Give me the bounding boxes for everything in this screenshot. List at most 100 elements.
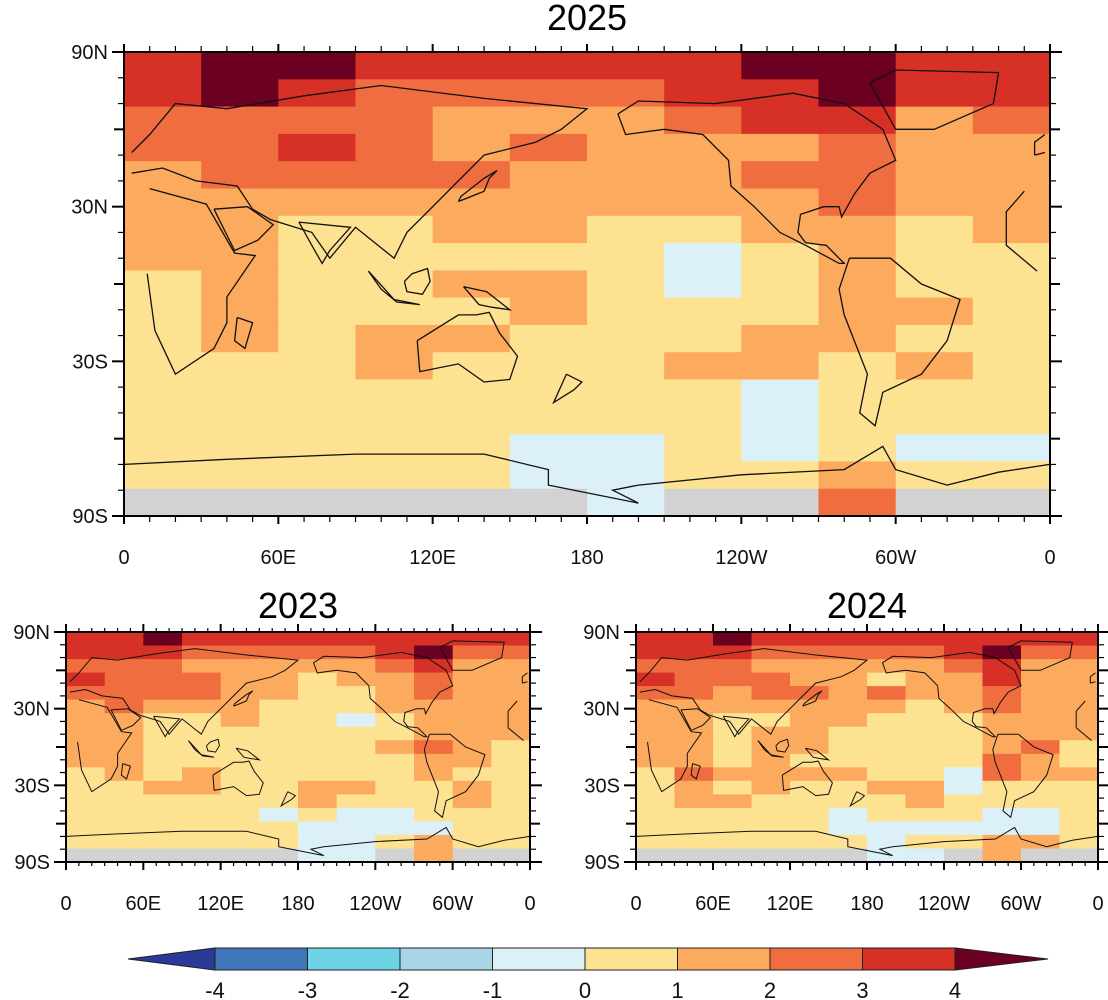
coastline: [233, 690, 254, 707]
grid-cell: [944, 794, 984, 809]
grid-cell: [828, 740, 868, 755]
grid-cell: [452, 632, 492, 647]
grid-cell: [104, 632, 144, 647]
grid-cell: [895, 461, 974, 490]
grid-cell: [982, 672, 1022, 687]
grid-cell: [432, 133, 511, 162]
grid-cell: [751, 767, 791, 782]
grid-cell: [1059, 767, 1099, 782]
grid-cell: [124, 461, 202, 490]
grid-cell: [414, 713, 454, 728]
grid-cell: [895, 133, 974, 162]
coastline: [77, 699, 524, 793]
grid-cell: [636, 740, 676, 755]
grid-cell: [1059, 713, 1099, 728]
grid-cell: [972, 379, 1051, 408]
x-tick-label: 0: [1092, 893, 1103, 915]
colorbar-segment: [584, 947, 678, 971]
grid-cell: [452, 740, 492, 755]
grid-cell: [201, 188, 279, 217]
grid-cell: [375, 794, 415, 809]
y-tick-label: 90N: [13, 622, 50, 644]
grid-cell: [972, 352, 1051, 381]
grid-cell: [664, 215, 742, 244]
colorbar-segment: [769, 947, 863, 971]
grid-cell: [664, 133, 742, 162]
grid-cell: [1021, 659, 1061, 674]
grid-cell: [104, 807, 144, 822]
grid-cell: [336, 767, 376, 782]
grid-cell: [414, 807, 454, 822]
grid-cell: [124, 188, 202, 217]
grid-cell: [66, 834, 106, 849]
grid-cell: [375, 672, 415, 687]
grid-cell: [664, 434, 742, 462]
grid-cell: [355, 52, 434, 80]
grid-cell: [491, 713, 531, 728]
coastline: [206, 738, 220, 753]
grid-cell: [790, 632, 830, 647]
grid-cell: [664, 297, 742, 326]
x-tick-label: 0: [630, 893, 641, 915]
grid-cell: [355, 188, 434, 217]
grid-cell: [375, 821, 415, 836]
grid-cell: [818, 379, 897, 408]
grid-cell: [972, 215, 1051, 244]
grid-cell: [818, 133, 897, 162]
coastline: [617, 92, 897, 265]
grid-cell: [355, 79, 434, 108]
grid-cell: [66, 807, 106, 822]
grid-cell: [741, 324, 820, 353]
grid-cell: [452, 834, 492, 849]
grid-cell: [818, 106, 897, 135]
coastline: [313, 651, 454, 738]
grid-cell: [298, 645, 338, 660]
grid-cell: [143, 834, 183, 849]
grid-cell: [751, 780, 791, 795]
grid-cell: [452, 699, 492, 714]
grid-cell: [509, 106, 588, 135]
grid-cell: [741, 352, 820, 381]
grid-cell: [828, 699, 868, 714]
grid-cell: [587, 243, 665, 271]
grid-cell: [818, 406, 897, 435]
grid-cell: [432, 79, 511, 108]
grid-cell: [298, 780, 338, 795]
grid-cell: [741, 243, 820, 271]
grid-cell: [220, 780, 260, 795]
grid-cell: [259, 780, 299, 795]
grid-cell: [182, 713, 222, 728]
colorbar-tick-label: 1: [671, 978, 683, 1000]
coastline: [416, 311, 519, 383]
grid-cell: [124, 215, 202, 244]
grid-cell: [104, 834, 144, 849]
grid-cell: [278, 52, 357, 80]
grid-cell: [336, 672, 376, 687]
grid-cell: [867, 834, 907, 849]
grid-cell: [66, 753, 106, 768]
grid-cell: [509, 133, 588, 162]
grid-cell: [636, 632, 676, 647]
x-tick-label: 60E: [126, 893, 162, 915]
coastline: [1007, 640, 1073, 671]
grid-cell: [895, 161, 974, 190]
grid-cell: [674, 686, 714, 701]
grid-cell: [1059, 659, 1099, 674]
grid-cell: [104, 740, 144, 755]
grid-cell: [1059, 807, 1099, 822]
grid-cell: [201, 106, 279, 135]
grid-cell: [674, 848, 714, 863]
grid-cell: [259, 659, 299, 674]
grid-cell: [741, 188, 820, 217]
grid-cell: [1059, 632, 1099, 647]
grid-cell: [713, 632, 753, 647]
coastline: [690, 763, 701, 780]
grid-cell: [1059, 699, 1099, 714]
grid-cell: [220, 767, 260, 782]
grid-cell: [790, 686, 830, 701]
grid-cell: [104, 659, 144, 674]
grid-cell: [66, 821, 106, 836]
grid-cell: [355, 215, 434, 244]
grid-cell: [828, 632, 868, 647]
